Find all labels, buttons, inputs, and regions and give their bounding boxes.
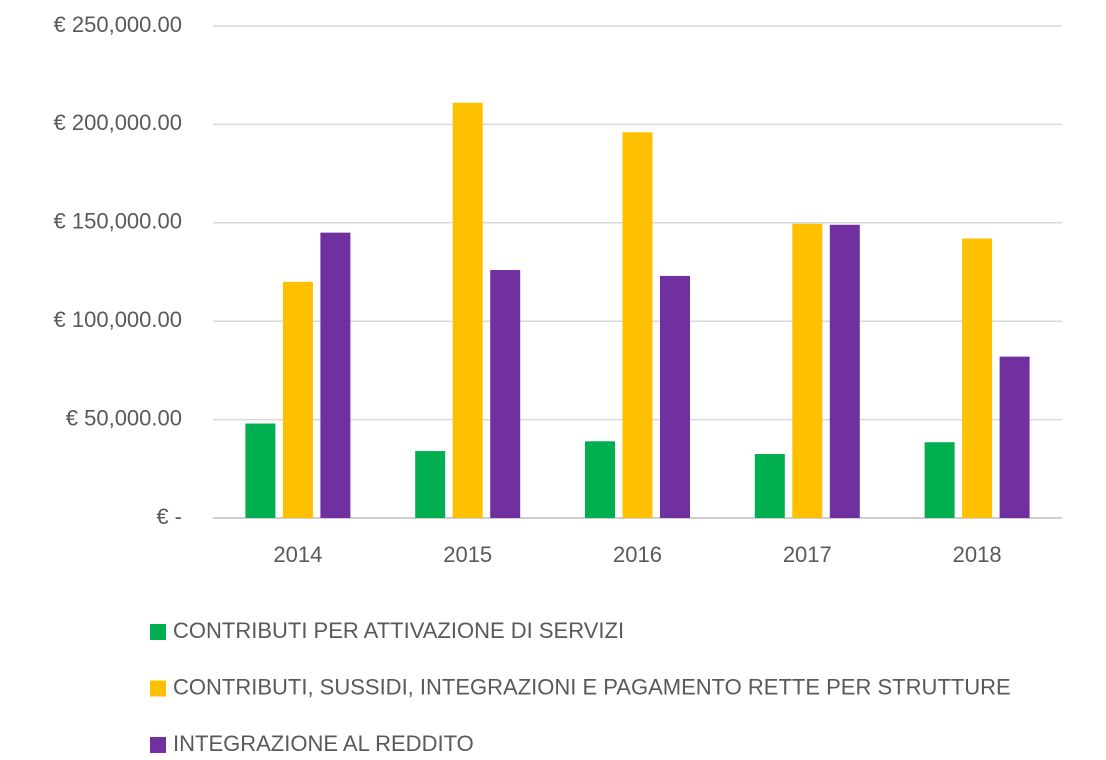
bar — [962, 238, 993, 518]
y-tick-label: € 100,000.00 — [54, 307, 182, 332]
bar — [282, 281, 313, 518]
bar — [415, 451, 446, 518]
bar — [660, 275, 690, 518]
legend-label: CONTRIBUTI, SUSSIDI, INTEGRAZIONI E PAGA… — [173, 674, 1011, 699]
x-tick-label: 2018 — [953, 542, 1002, 567]
x-tick-label: 2015 — [443, 542, 492, 567]
bar — [792, 223, 823, 518]
x-tick-label: 2017 — [783, 542, 832, 567]
bar — [924, 442, 955, 518]
bar — [999, 356, 1030, 518]
bar — [585, 441, 615, 518]
legend-label: INTEGRAZIONE AL REDDITO — [173, 731, 474, 756]
bar — [320, 232, 351, 518]
bar — [245, 423, 276, 518]
legend-swatch — [150, 624, 166, 640]
y-tick-label: € 150,000.00 — [54, 209, 182, 234]
bar — [754, 454, 785, 518]
y-tick-label: € 250,000.00 — [54, 12, 182, 37]
x-tick-label: 2014 — [273, 542, 322, 567]
legend-label: CONTRIBUTI PER ATTIVAZIONE DI SERVIZI — [173, 618, 624, 643]
legend-swatch — [150, 737, 166, 753]
x-tick-label: 2016 — [613, 542, 662, 567]
bar — [452, 102, 483, 518]
bar — [829, 224, 860, 518]
y-tick-label: € - — [156, 504, 182, 529]
bar — [622, 132, 653, 518]
y-tick-label: € 200,000.00 — [54, 110, 182, 135]
y-tick-label: € 50,000.00 — [66, 405, 182, 430]
bar — [490, 270, 521, 518]
legend-swatch — [150, 680, 166, 697]
